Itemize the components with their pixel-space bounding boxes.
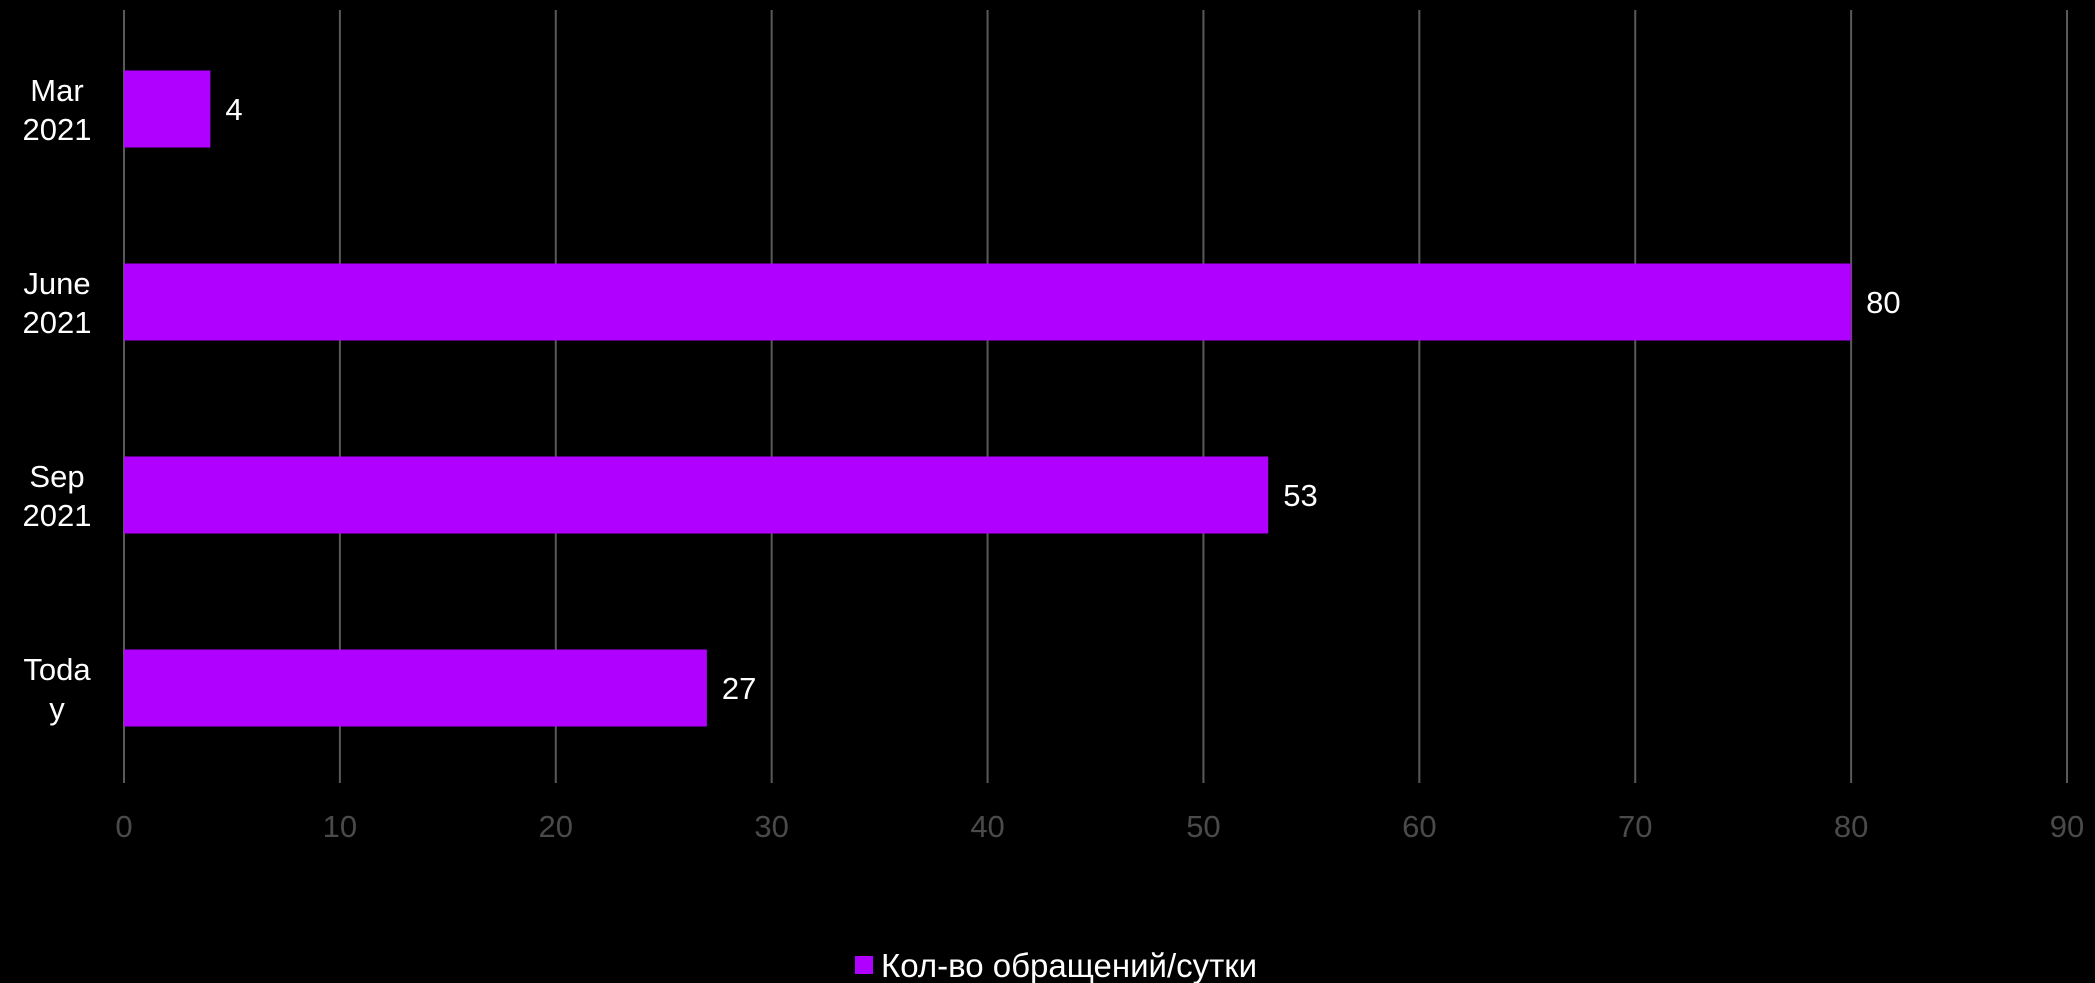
x-axis-tick-labels: 0 10 20 30 40 50 60 70 80 90 — [115, 809, 2084, 844]
x-tick-label: 30 — [754, 809, 788, 844]
x-tick-label: 20 — [539, 809, 573, 844]
category-label-line: June — [23, 266, 90, 301]
category-label-line: Toda — [23, 652, 91, 687]
category-label-line: 2021 — [23, 305, 92, 340]
category-label-line: Mar — [30, 73, 83, 108]
x-tick-label: 50 — [1186, 809, 1220, 844]
data-label: 53 — [1283, 478, 1317, 513]
x-tick-label: 90 — [2050, 809, 2084, 844]
bar — [124, 263, 1852, 341]
category-label: Sep 2021 — [23, 459, 92, 533]
bar — [124, 70, 211, 148]
grid-lines — [123, 10, 2068, 783]
x-tick-label: 0 — [115, 809, 132, 844]
legend: Кол-во обращений/сутки — [855, 947, 1257, 983]
data-label: 80 — [1866, 285, 1900, 320]
data-label: 27 — [722, 671, 756, 706]
x-tick-label: 70 — [1618, 809, 1652, 844]
category-label: Toda y — [23, 652, 91, 726]
category-label: June 2021 — [23, 266, 92, 340]
bars: 4 80 53 27 — [124, 70, 1901, 727]
legend-label: Кол-во обращений/сутки — [881, 947, 1257, 983]
category-labels: Mar 2021 June 2021 Sep 2021 Toda y — [23, 73, 92, 726]
bar — [124, 649, 707, 727]
data-label: 4 — [225, 92, 242, 127]
category-label-line: y — [49, 691, 65, 726]
x-tick-label: 40 — [970, 809, 1004, 844]
category-label: Mar 2021 — [23, 73, 92, 147]
legend-swatch — [855, 956, 873, 974]
category-label-line: 2021 — [23, 112, 92, 147]
x-tick-label: 60 — [1402, 809, 1436, 844]
bar — [124, 456, 1269, 534]
category-label-line: 2021 — [23, 498, 92, 533]
category-label-line: Sep — [29, 459, 84, 494]
x-tick-label: 80 — [1834, 809, 1868, 844]
x-tick-label: 10 — [323, 809, 357, 844]
